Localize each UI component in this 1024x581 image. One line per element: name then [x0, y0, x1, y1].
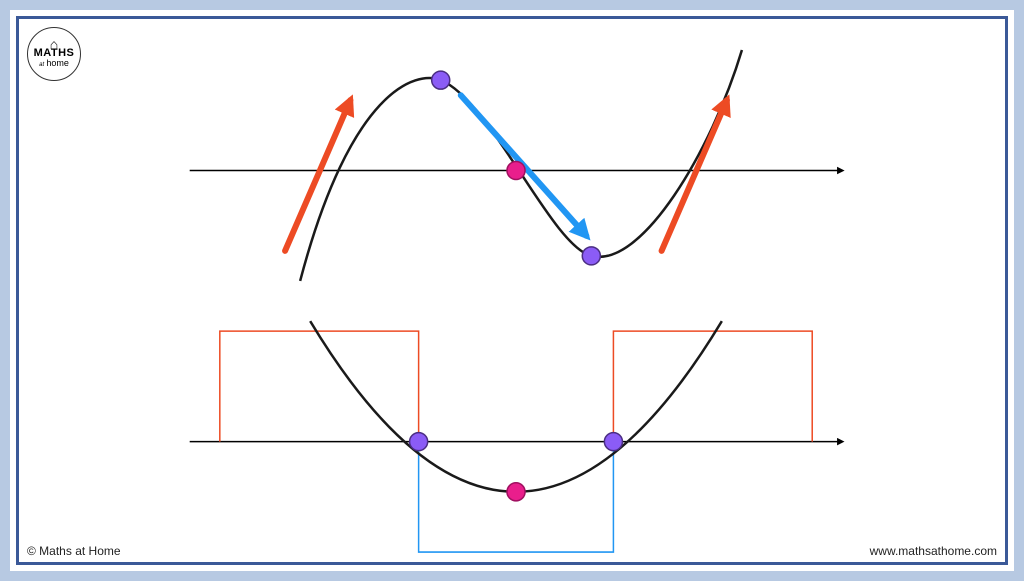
website-text: www.mathsathome.com [870, 544, 997, 558]
top-local-min-point [582, 247, 600, 265]
copyright-text: © Maths at Home [27, 544, 121, 558]
top-increasing-arrow-left [285, 100, 350, 251]
bottom-zero-right-point [604, 433, 622, 451]
bottom-zero-left-point [410, 433, 428, 451]
top-local-max-point [432, 71, 450, 89]
top-increasing-arrow-right [662, 100, 727, 251]
diagram-canvas [19, 19, 1005, 562]
inner-frame: ⌂ MATHS at home © Maths at Home www.math… [16, 16, 1008, 565]
top-inflection-point [507, 161, 525, 179]
outer-frame: ⌂ MATHS at home © Maths at Home www.math… [0, 0, 1024, 581]
bottom-parabola-curve [310, 321, 722, 492]
bottom-vertex-point [507, 483, 525, 501]
